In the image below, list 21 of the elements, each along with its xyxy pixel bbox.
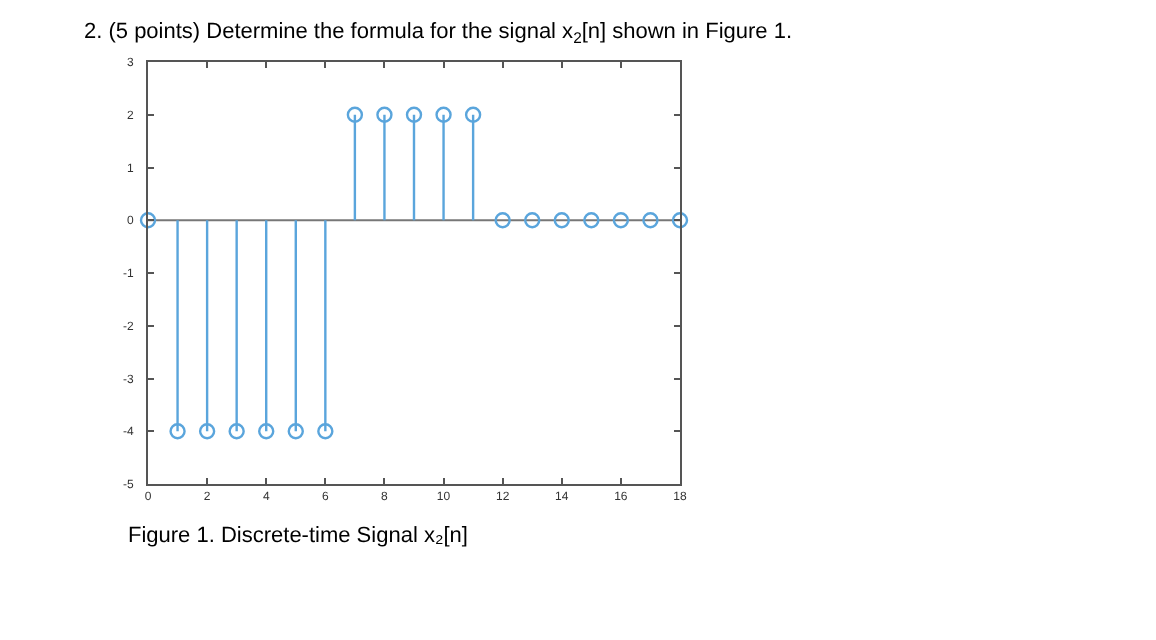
point: [317, 423, 334, 440]
point: [671, 212, 689, 229]
point: [583, 212, 600, 229]
point: [258, 423, 275, 440]
point: [553, 212, 570, 229]
point: [494, 212, 511, 229]
point: [464, 106, 482, 123]
caption: Figure 1. Discrete-time Signal x₂[n]: [128, 524, 468, 548]
point: [139, 212, 157, 229]
point: [435, 106, 452, 123]
point: [612, 212, 630, 229]
point: [376, 106, 393, 123]
point: [169, 423, 186, 440]
point: [198, 423, 216, 440]
point: [524, 212, 541, 229]
point: [287, 423, 304, 440]
point: [642, 212, 659, 229]
chart-title: 2. (5 points) Determine the formula for the signal x$_{2}$[n] shown in Figure 1.: [84, 20, 793, 47]
point: [346, 106, 364, 123]
point: [228, 423, 245, 440]
point: [405, 106, 423, 123]
